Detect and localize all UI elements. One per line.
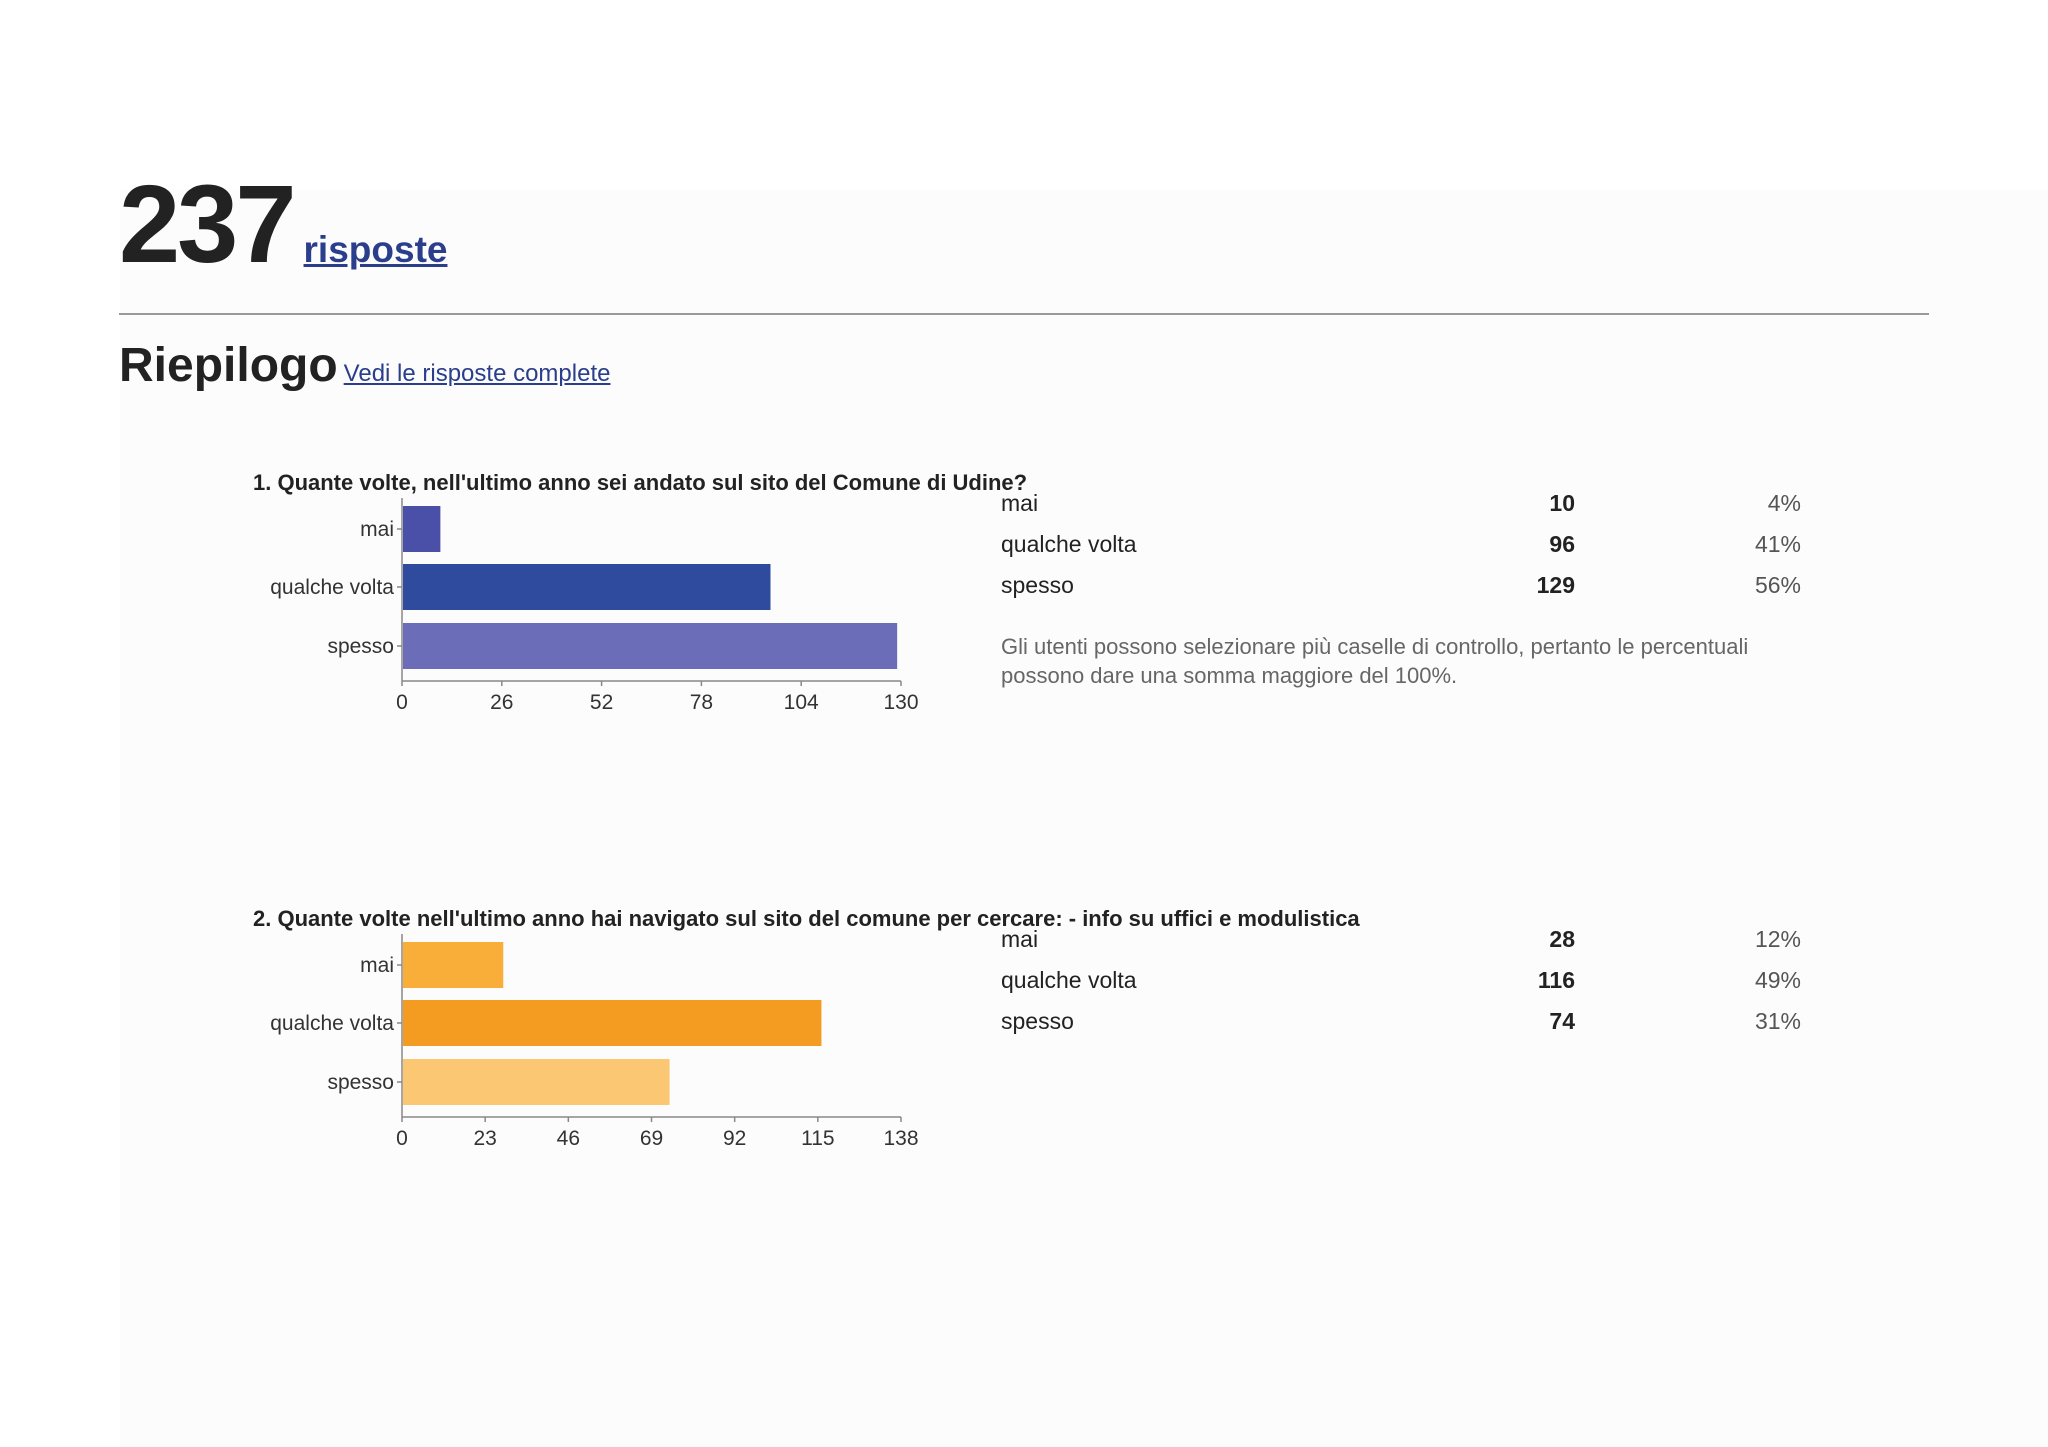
x-tick-label: 23 [473, 1127, 496, 1150]
stat-label: spesso [1001, 1008, 1074, 1034]
stat-count: 10 [1549, 490, 1575, 516]
stat-percent: 12% [1754, 926, 1801, 952]
stat-row: mai 10 4% [1001, 490, 1801, 531]
stat-count: 96 [1549, 531, 1575, 557]
stat-label: qualche volta [1001, 967, 1137, 993]
stat-percent: 56% [1754, 572, 1801, 598]
stat-count: 129 [1536, 572, 1575, 598]
stat-percent: 31% [1754, 1008, 1801, 1034]
x-tick-label: 0 [396, 691, 408, 714]
stat-label: qualche volta [1001, 531, 1137, 557]
response-count: 237 [119, 163, 297, 286]
y-tick-label: mai [360, 954, 394, 977]
stat-label: spesso [1001, 572, 1074, 598]
x-tick-label: 92 [723, 1127, 746, 1150]
y-tick-label: qualche volta [270, 576, 394, 599]
question-title: 1. Quante volte, nell'ultimo anno sei an… [253, 470, 1028, 495]
bar-chart-question-1: mai qualche volta spesso 0 26 52 78 104 130 [270, 498, 919, 714]
y-tick-label: qualche volta [270, 1012, 394, 1035]
stat-row: qualche volta 96 41% [1001, 531, 1801, 572]
x-tick-label: 52 [590, 691, 613, 714]
x-tick-label: 0 [396, 1127, 408, 1150]
bar-spesso [403, 623, 898, 669]
bar-qualche-volta [403, 564, 771, 610]
header-divider [119, 313, 1929, 315]
x-tick-label: 104 [784, 691, 819, 714]
x-tick-label: 46 [557, 1127, 580, 1150]
question-1: 1. Quante volte, nell'ultimo anno sei an… [253, 470, 1853, 830]
stat-row: qualche volta 116 49% [1001, 967, 1801, 1008]
x-tick-label: 130 [883, 691, 918, 714]
stat-label: mai [1001, 490, 1039, 516]
x-tick-label: 138 [883, 1127, 918, 1150]
stat-count: 74 [1549, 1008, 1575, 1034]
y-tick-label: spesso [327, 635, 394, 658]
stat-percent: 4% [1767, 490, 1801, 516]
stat-row: spesso 129 56% [1001, 572, 1801, 613]
summary-title: Riepilogo [119, 339, 338, 392]
question-title: 2. Quante volte nell'ultimo anno hai nav… [253, 906, 1360, 931]
bar-mai [403, 942, 504, 988]
question-2: 2. Quante volte nell'ultimo anno hai nav… [253, 906, 1853, 1266]
stat-count: 116 [1537, 967, 1575, 993]
stats-table: mai 10 4% qualche volta 96 41% spesso 12… [1001, 490, 1801, 613]
x-tick-label: 115 [801, 1127, 834, 1150]
y-tick-label: mai [360, 518, 394, 541]
bar-chart-question-2: mai qualche volta spesso 0 23 46 69 92 115 138 [270, 934, 919, 1150]
bar-qualche-volta [403, 1000, 822, 1046]
stat-count: 28 [1549, 926, 1575, 952]
content-panel [120, 190, 2048, 1447]
stat-percent: 49% [1754, 967, 1801, 993]
bar-mai [403, 506, 441, 552]
y-tick-label: spesso [327, 1071, 394, 1094]
x-tick-label: 69 [640, 1127, 663, 1150]
stat-row: spesso 74 31% [1001, 1008, 1801, 1049]
multi-select-note: Gli utenti possono selezionare più casel… [1001, 634, 1749, 688]
response-count-block: 237 risposte [119, 170, 447, 280]
x-tick-label: 26 [490, 691, 513, 714]
full-responses-link[interactable]: Vedi le risposte complete [343, 360, 611, 387]
stat-percent: 41% [1754, 531, 1801, 557]
bar-spesso [403, 1059, 670, 1105]
x-tick-label: 78 [690, 691, 713, 714]
stat-row: mai 28 12% [1001, 926, 1801, 967]
stats-table: mai 28 12% qualche volta 116 49% spesso … [1001, 926, 1801, 1049]
summary-header: Riepilogo Vedi le risposte complete [119, 338, 610, 393]
stat-label: mai [1001, 926, 1039, 952]
responses-link[interactable]: risposte [303, 229, 448, 270]
